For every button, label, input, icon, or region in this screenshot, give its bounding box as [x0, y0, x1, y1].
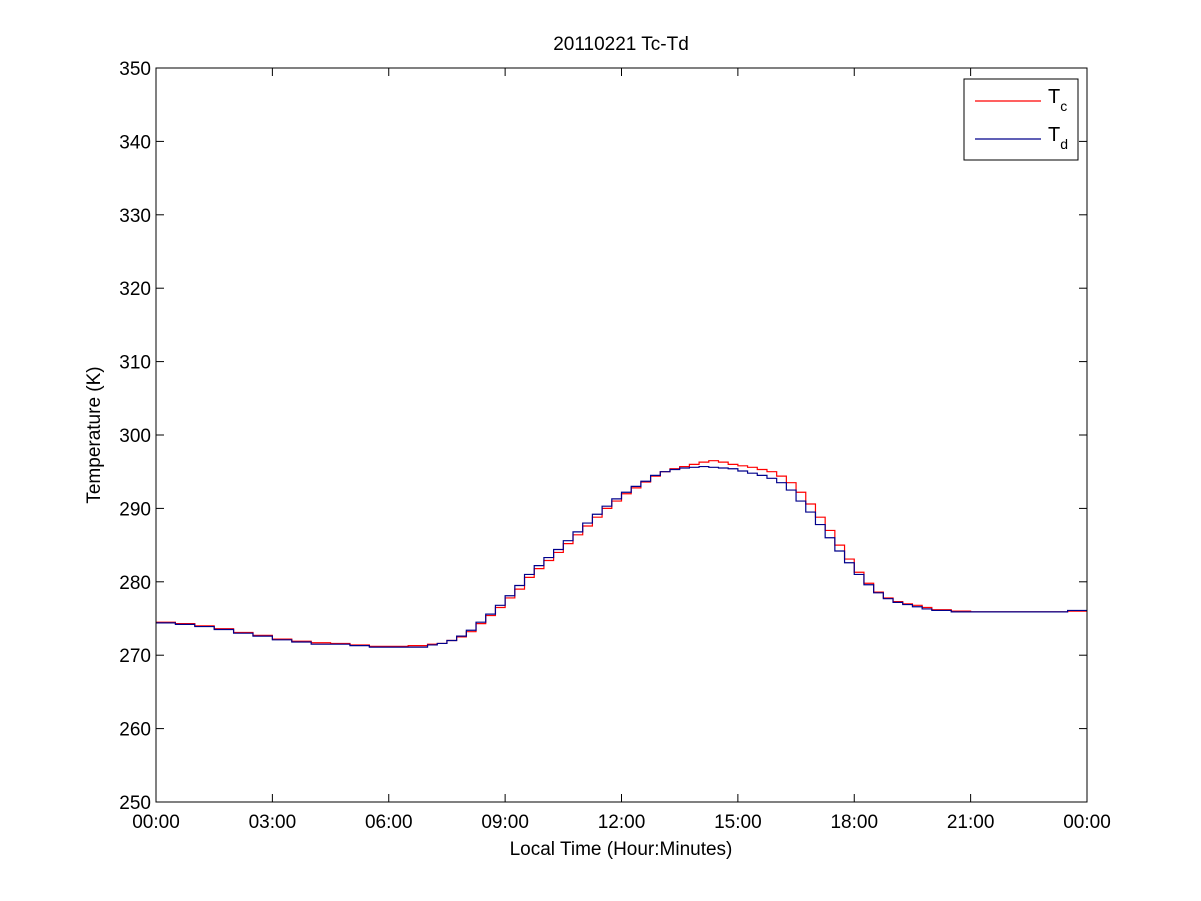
- y-tick-label-6: 310: [119, 353, 151, 374]
- y-axis-label: Temperature (K): [84, 366, 105, 503]
- legend: Tc Td: [963, 78, 1079, 161]
- y-tick-label-0: 250: [119, 793, 151, 814]
- legend-label-td: Td: [1048, 124, 1068, 152]
- x-tick-label-5: 15:00: [714, 812, 762, 833]
- x-tick-label-8: 00:00: [1063, 812, 1111, 833]
- x-tick-label-0: 00:00: [132, 812, 180, 833]
- y-tick-label-7: 320: [119, 279, 151, 300]
- y-tick-label-4: 290: [119, 499, 151, 520]
- legend-box: [963, 78, 1079, 161]
- y-tick-label-1: 260: [119, 720, 151, 741]
- x-tick-label-6: 18:00: [830, 812, 878, 833]
- x-tick-label-7: 21:00: [947, 812, 995, 833]
- y-tick-label-8: 330: [119, 206, 151, 227]
- x-tick-label-1: 03:00: [249, 812, 297, 833]
- y-tick-label-9: 340: [119, 132, 151, 153]
- y-axis-ticks: 250 260 270 280 290 300 310 320 330 340 350: [119, 59, 1087, 814]
- y-tick-label-2: 270: [119, 646, 151, 667]
- y-tick-label-3: 280: [119, 573, 151, 594]
- x-tick-label-4: 12:00: [598, 812, 646, 833]
- x-axis-ticks: 00:00 03:00 06:00 09:00 12:00 15:00 18:00 21:00…: [132, 68, 1111, 833]
- y-tick-label-10: 350: [119, 59, 151, 80]
- x-tick-label-2: 06:00: [365, 812, 413, 833]
- series-line-1: [156, 465, 1087, 648]
- x-axis-label: Local Time (Hour:Minutes): [510, 839, 733, 860]
- chart-title: 20110221 Tc-Td: [553, 34, 689, 55]
- x-tick-label-3: 09:00: [481, 812, 529, 833]
- y-tick-label-5: 300: [119, 426, 151, 447]
- legend-label-tc: Tc: [1048, 86, 1067, 114]
- series-layer: [156, 460, 1087, 648]
